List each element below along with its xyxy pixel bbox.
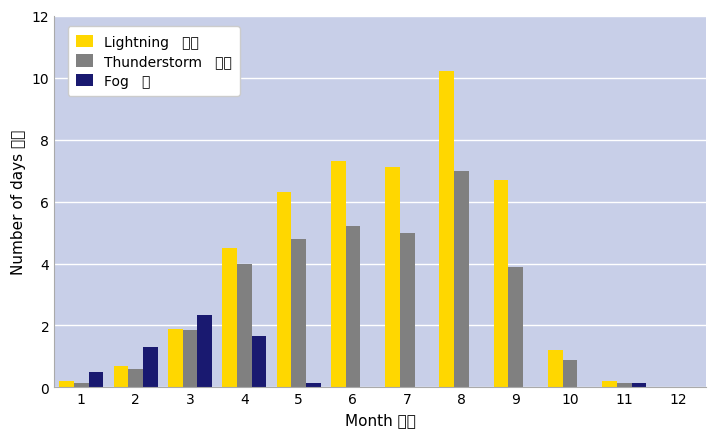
Bar xyxy=(494,180,508,388)
Bar xyxy=(252,336,266,388)
Bar xyxy=(113,366,128,388)
Y-axis label: Number of days 日數: Number of days 日數 xyxy=(11,130,26,275)
Legend: Lightning   闪電, Thunderstorm   雷暴, Fog   霧: Lightning 闪電, Thunderstorm 雷暴, Fog 霧 xyxy=(67,27,240,97)
Bar xyxy=(237,264,252,388)
X-axis label: Month 月份: Month 月份 xyxy=(345,412,415,427)
Bar xyxy=(440,72,454,388)
Bar xyxy=(508,267,523,388)
Bar xyxy=(197,315,212,388)
Bar xyxy=(306,383,320,388)
Bar xyxy=(617,383,632,388)
Bar xyxy=(277,193,291,388)
Bar xyxy=(74,383,89,388)
Bar xyxy=(331,162,346,388)
Bar xyxy=(128,369,143,388)
Bar xyxy=(143,347,158,388)
Bar xyxy=(548,350,563,388)
Bar xyxy=(563,360,577,388)
Bar xyxy=(602,381,617,388)
Bar xyxy=(222,248,237,388)
Bar xyxy=(454,171,469,388)
Bar xyxy=(346,227,360,388)
Bar xyxy=(385,168,400,388)
Bar xyxy=(60,381,74,388)
Bar xyxy=(632,383,647,388)
Bar xyxy=(89,372,103,388)
Bar xyxy=(400,233,414,388)
Bar xyxy=(183,330,197,388)
Bar xyxy=(168,329,183,388)
Bar xyxy=(291,239,306,388)
